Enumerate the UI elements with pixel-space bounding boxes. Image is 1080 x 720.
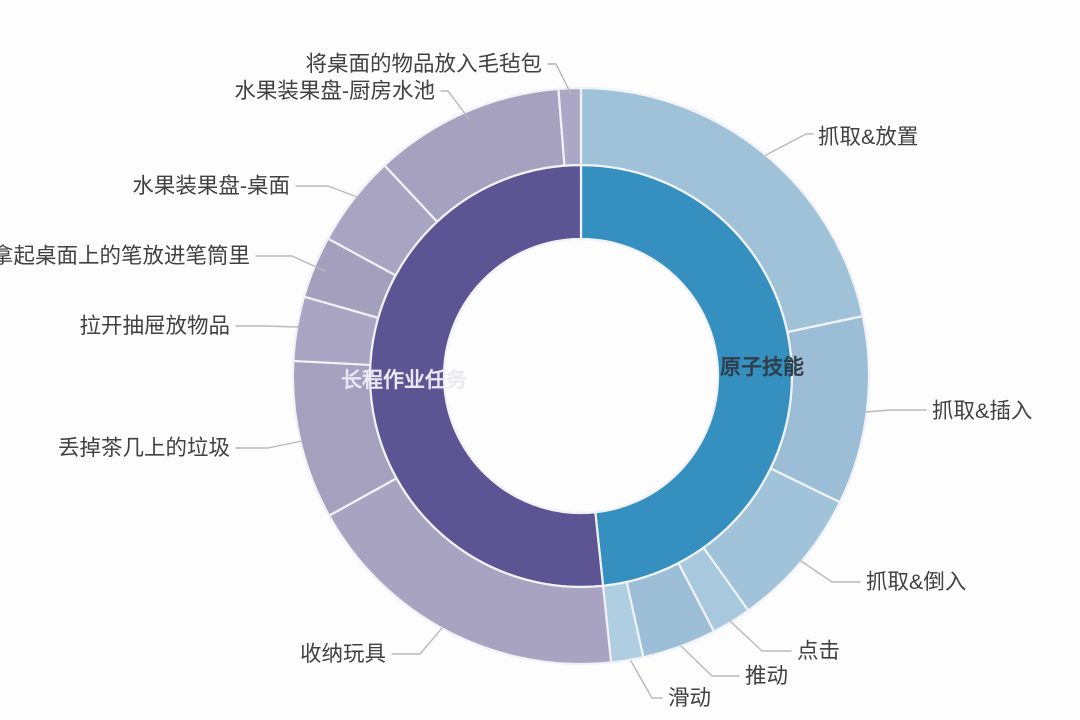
outer-segment-label-12: 将桌面的物品放入毛毡包 [305,52,542,76]
inner-segment-label-1: 长程作业任务 [341,368,468,392]
outer-ring [291,86,871,666]
leader-line-6 [391,627,443,655]
outer-segment-label-3: 点击 [797,639,840,663]
leader-line-9 [255,255,326,272]
leader-line-4 [680,645,740,677]
leader-line-3 [729,620,792,652]
outer-segment-label-7: 丢掉茶几上的垃圾 [58,436,230,460]
outer-segment-12 [557,86,583,167]
outer-segment-label-8: 拉开抽屉放物品 [79,314,230,338]
outer-segment-label-9: 拿起桌面上的笔放进笔筒里 [0,243,250,268]
leader-lines [235,63,927,699]
outer-segment-label-5: 滑动 [668,686,711,710]
outer-segment-label-4: 推动 [745,664,788,688]
outer-segment-label-10: 水果装果盘-桌面 [132,174,290,198]
leader-line-8 [235,325,299,328]
outer-segment-label-1: 抓取&插入 [932,399,1032,423]
inner-segment-label-0: 原子技能 [720,355,804,379]
leader-line-7 [235,440,303,449]
leader-line-5 [630,660,663,699]
outer-segment-label-11: 水果装果盘-厨房水池 [234,79,435,103]
leader-line-11 [440,90,470,120]
leader-line-12 [547,63,572,95]
outer-segment-label-0: 抓取&放置 [818,125,918,149]
leader-line-1 [865,409,927,413]
leader-line-10 [295,185,358,198]
leader-line-2 [800,560,861,583]
outer-segment-label-2: 抓取&倒入 [866,570,966,594]
leader-line-0 [765,133,814,156]
outer-segment-label-6: 收纳玩具 [300,642,386,666]
